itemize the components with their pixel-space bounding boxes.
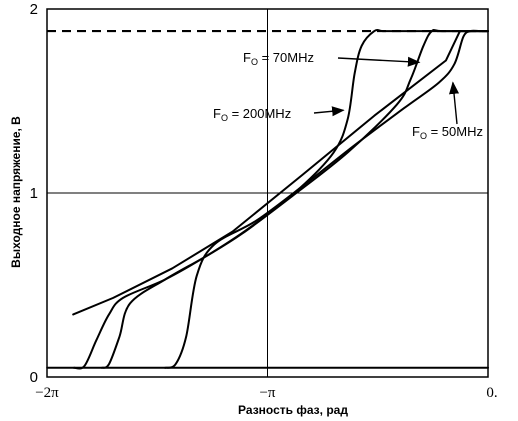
annotation-label-f70: FO = 70MHz [243,50,314,67]
annotation-arrow-f200 [313,106,345,117]
x-tick-label: −2π [35,385,59,401]
annotation-label-f200: FO = 200MHz [213,106,291,123]
x-tick-label: 0. [486,385,497,401]
y-axis-title: Выходное напряжение, В [9,116,23,268]
x-axis-title: Разность фаз, рад [238,403,348,417]
data-series [46,29,489,370]
y-tick-label: 0 [30,369,38,386]
annotation-arrow-f70 [337,56,421,67]
tick-labels: −2π −π 0. 0 1 2 [30,1,498,401]
series-line-f-o-70mhz [100,29,489,369]
series-line-f-o-200mhz [72,29,489,370]
plot-frame [46,8,489,378]
series-line-f-o-50mhz [164,29,489,369]
annotation-label-f50: FO = 50MHz [412,124,483,141]
x-tick-label: −π [259,385,275,401]
series-line-linear-reference [72,30,489,316]
y-tick-label: 1 [30,185,38,202]
curve-annotations: FO = 70MHz FO = 200MHz FO = 50MHz [213,50,483,141]
annotation-arrow-f50 [449,81,460,125]
y-tick-label: 2 [30,1,38,18]
